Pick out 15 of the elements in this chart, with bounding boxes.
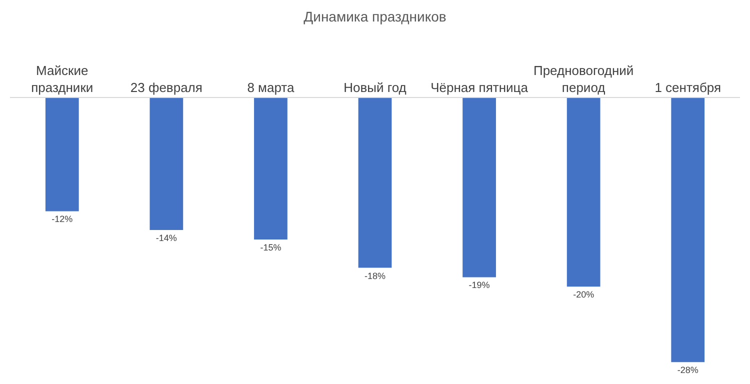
x-tick-label: 23 февраля [130,80,202,95]
data-label: -12% [52,214,73,224]
x-tick-label: Новый год [344,80,407,95]
data-label: -18% [364,270,386,281]
x-tick-label: 8 марта [247,80,295,95]
x-tick-label: Чёрная пятница [430,80,529,95]
x-tick-label: 1 сентября [654,80,722,95]
data-label: -19% [468,280,490,290]
x-tick-label: Предновогодний период [533,62,634,95]
data-label: -28% [677,365,698,376]
data-label: -20% [573,290,594,300]
data-label: -15% [260,242,282,252]
chart-title: Динамика праздников [304,8,446,24]
data-label: -14% [156,233,177,244]
x-tick-label: Майские праздники [31,62,94,95]
